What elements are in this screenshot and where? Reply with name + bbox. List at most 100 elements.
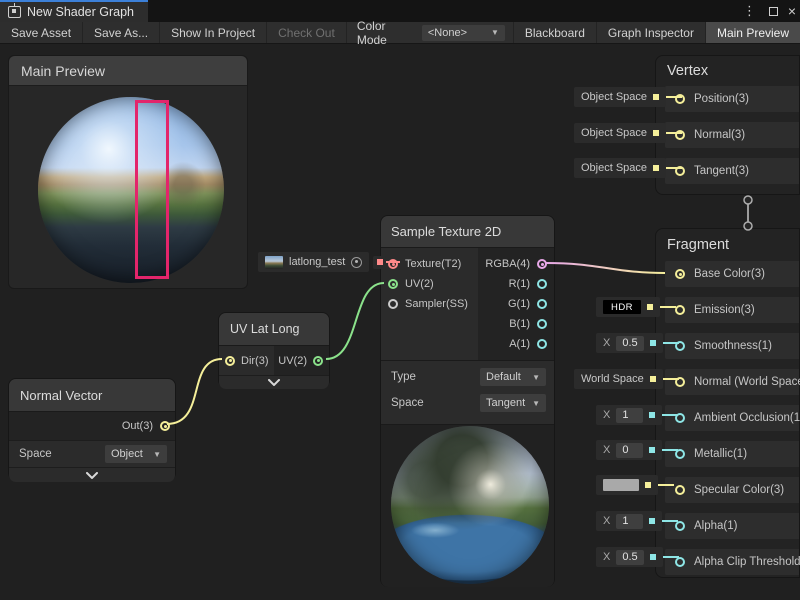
g-port[interactable] bbox=[537, 299, 547, 309]
output-row-rgba[interactable]: RGBA(4) bbox=[478, 254, 554, 274]
normal-space-widget: Object Space bbox=[574, 123, 683, 143]
output-row-g[interactable]: G(1) bbox=[478, 294, 554, 314]
smoothness-value[interactable]: 0.5 bbox=[616, 335, 644, 351]
metallic-port[interactable] bbox=[675, 449, 685, 459]
normal-ws-port[interactable] bbox=[675, 377, 685, 387]
uv-lat-long-node[interactable]: UV Lat Long Dir(3) UV(2) bbox=[218, 312, 330, 389]
nv-space-dropdown[interactable]: Object ▼ bbox=[105, 445, 167, 463]
smoothness-port[interactable] bbox=[675, 341, 685, 351]
alpha-field[interactable]: X 1 bbox=[596, 511, 663, 531]
hdr-color-swatch[interactable]: HDR bbox=[603, 300, 641, 314]
sample-texture-2d-node[interactable]: Sample Texture 2D Texture(T2) UV(2) Samp… bbox=[380, 215, 555, 587]
tab-new-shader-graph[interactable]: New Shader Graph bbox=[0, 0, 148, 22]
uv-port[interactable] bbox=[388, 279, 398, 289]
vertex-node[interactable]: Vertex Position(3) Normal(3) Tangent(3) bbox=[655, 55, 800, 195]
alpha-clip-value[interactable]: 0.5 bbox=[616, 549, 644, 565]
save-asset-button[interactable]: Save Asset bbox=[0, 22, 84, 43]
uv-out-port[interactable] bbox=[313, 355, 323, 366]
type-dropdown[interactable]: Default ▼ bbox=[480, 368, 546, 386]
fragment-row-smoothness[interactable]: Smoothness(1) bbox=[665, 333, 799, 359]
output-row-r[interactable]: R(1) bbox=[478, 274, 554, 294]
alpha-value[interactable]: 1 bbox=[616, 513, 644, 529]
out-port[interactable] bbox=[160, 421, 170, 431]
alpha-clip-field[interactable]: X 0.5 bbox=[596, 547, 663, 567]
position-port[interactable] bbox=[675, 94, 685, 104]
metallic-widget: X 0 bbox=[596, 440, 679, 460]
port-square bbox=[376, 259, 383, 265]
chevron-down-icon: ▼ bbox=[532, 372, 540, 382]
tangent-space-dropdown[interactable]: Object Space bbox=[574, 158, 667, 178]
ambient-occlusion-value[interactable]: 1 bbox=[616, 407, 644, 423]
vertex-row-normal[interactable]: Normal(3) bbox=[665, 122, 799, 148]
specular-color-port[interactable] bbox=[675, 485, 685, 495]
normal-space-dropdown[interactable]: Object Space bbox=[574, 123, 667, 143]
fragment-row-emission[interactable]: Emission(3) bbox=[665, 297, 799, 323]
dir-input-row[interactable]: Dir(3) bbox=[219, 346, 274, 375]
fragment-row-base-color[interactable]: Base Color(3) bbox=[665, 261, 799, 287]
space-dropdown[interactable]: Tangent ▼ bbox=[480, 394, 546, 412]
b-port[interactable] bbox=[537, 319, 547, 329]
world-space-dropdown[interactable]: World Space bbox=[574, 369, 663, 389]
show-in-project-button[interactable]: Show In Project bbox=[160, 22, 268, 43]
color-mode-dropdown[interactable]: <None> ▼ bbox=[421, 24, 505, 41]
output-row-b[interactable]: B(1) bbox=[478, 314, 554, 334]
fragment-row-ambient-occlusion[interactable]: Ambient Occlusion(1) bbox=[665, 405, 800, 431]
fragment-row-alpha[interactable]: Alpha(1) bbox=[665, 513, 799, 539]
texture-object-field[interactable]: latlong_test bbox=[258, 252, 370, 272]
wire-uv-to-uv[interactable] bbox=[325, 282, 385, 360]
input-row-uv[interactable]: UV(2) bbox=[381, 274, 478, 294]
main-preview-header[interactable]: Main Preview bbox=[9, 56, 247, 86]
emission-color-field[interactable]: HDR bbox=[596, 297, 660, 317]
graph-inspector-button[interactable]: Graph Inspector bbox=[595, 22, 705, 43]
fragment-row-normal-ws[interactable]: Normal (World Space)(3) bbox=[665, 369, 800, 395]
specular-color-swatch[interactable] bbox=[603, 479, 639, 491]
normal-vector-node[interactable]: Normal Vector Out(3) Space Object ▼ bbox=[8, 378, 176, 482]
maximize-icon[interactable] bbox=[769, 0, 778, 22]
object-picker-icon[interactable] bbox=[351, 256, 363, 268]
uv-output-row[interactable]: UV(2) bbox=[274, 346, 329, 375]
fragment-row-alpha-clip[interactable]: Alpha Clip Threshold(1) bbox=[665, 549, 800, 575]
position-space-dropdown[interactable]: Object Space bbox=[574, 87, 667, 107]
sampler-port[interactable] bbox=[388, 299, 398, 309]
base-color-port[interactable] bbox=[675, 269, 685, 279]
wire-rgba-to-basecolor[interactable] bbox=[545, 262, 666, 274]
input-row-texture[interactable]: Texture(T2) bbox=[381, 254, 478, 274]
close-icon[interactable]: × bbox=[787, 3, 796, 19]
uv-lat-long-ports: Dir(3) UV(2) bbox=[219, 346, 329, 375]
input-row-sampler[interactable]: Sampler(SS) bbox=[381, 294, 478, 314]
metallic-field[interactable]: X 0 bbox=[596, 440, 663, 460]
ambient-occlusion-field[interactable]: X 1 bbox=[596, 405, 663, 425]
normal-label: Normal(3) bbox=[694, 129, 746, 141]
blackboard-button[interactable]: Blackboard bbox=[512, 22, 596, 43]
smoothness-field[interactable]: X 0.5 bbox=[596, 333, 663, 353]
normal-port[interactable] bbox=[675, 130, 685, 140]
a-port[interactable] bbox=[537, 339, 547, 349]
alpha-port[interactable] bbox=[675, 521, 685, 531]
main-preview-button[interactable]: Main Preview bbox=[704, 22, 800, 43]
emission-port[interactable] bbox=[675, 305, 685, 315]
main-preview-title: Main Preview bbox=[21, 62, 106, 79]
fragment-row-metallic[interactable]: Metallic(1) bbox=[665, 441, 799, 467]
rgba-port[interactable] bbox=[537, 259, 547, 269]
window-menu-icon[interactable]: ⋮ bbox=[743, 3, 756, 18]
specular-color-field[interactable] bbox=[596, 475, 658, 495]
dir-port[interactable] bbox=[225, 355, 235, 366]
a-label: A(1) bbox=[509, 338, 530, 350]
rgba-label: RGBA(4) bbox=[485, 258, 530, 270]
out-row[interactable]: Out(3) bbox=[9, 412, 175, 440]
r-port[interactable] bbox=[537, 279, 547, 289]
texture-port[interactable] bbox=[388, 259, 398, 269]
collapse-preview-button[interactable] bbox=[9, 467, 175, 482]
x-label: X bbox=[603, 337, 611, 349]
metallic-value[interactable]: 0 bbox=[616, 442, 644, 458]
vertex-row-position[interactable]: Position(3) bbox=[665, 86, 799, 112]
ambient-occlusion-port[interactable] bbox=[675, 413, 685, 423]
collapse-preview-button[interactable] bbox=[219, 375, 329, 389]
fragment-row-specular-color[interactable]: Specular Color(3) bbox=[665, 477, 799, 503]
alpha-clip-port[interactable] bbox=[675, 557, 685, 567]
output-row-a[interactable]: A(1) bbox=[478, 334, 554, 354]
b-label: B(1) bbox=[509, 318, 530, 330]
vertex-row-tangent[interactable]: Tangent(3) bbox=[665, 158, 799, 184]
fragment-node[interactable]: Fragment Base Color(3) Emission(3) Smoot… bbox=[655, 228, 800, 578]
save-as-button[interactable]: Save As... bbox=[83, 22, 161, 43]
